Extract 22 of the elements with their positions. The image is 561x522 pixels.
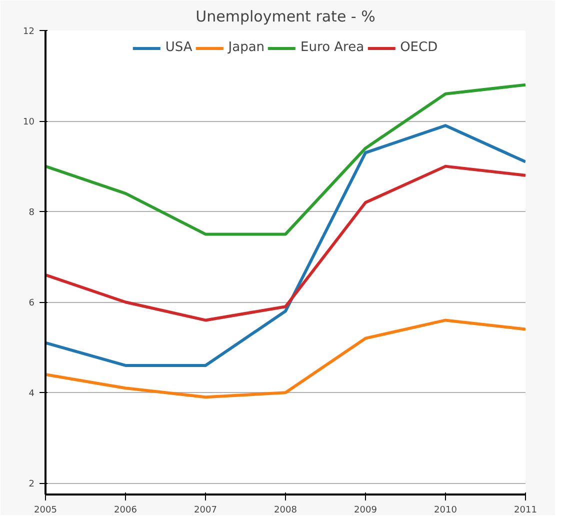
y-tick-label: 2 xyxy=(28,480,35,490)
legend-label: Japan xyxy=(228,40,265,55)
line-series xyxy=(46,83,526,236)
legend-label: OECD xyxy=(400,40,438,55)
legend-label: USA xyxy=(165,40,192,55)
line-series xyxy=(46,124,526,367)
x-tick-label: 2006 xyxy=(114,506,138,516)
x-tick-label: 2008 xyxy=(274,506,298,516)
y-tick-label: 10 xyxy=(23,118,35,128)
line-series xyxy=(46,164,526,322)
y-tick-label: 4 xyxy=(28,389,35,400)
y-tick-label: 6 xyxy=(28,298,35,309)
chart-title: Unemployment rate - % xyxy=(196,8,376,26)
y-tick-label: 12 xyxy=(23,27,34,37)
x-tick-label: 2010 xyxy=(434,506,458,516)
x-tick-label: 2009 xyxy=(354,506,378,516)
x-tick-label: 2005 xyxy=(34,506,57,516)
x-tick-label: 2007 xyxy=(194,506,217,516)
legend-label: Euro Area xyxy=(300,40,364,55)
y-tick-label: 8 xyxy=(28,208,35,218)
line-series xyxy=(46,318,526,399)
x-tick-label: 2011 xyxy=(514,506,537,516)
